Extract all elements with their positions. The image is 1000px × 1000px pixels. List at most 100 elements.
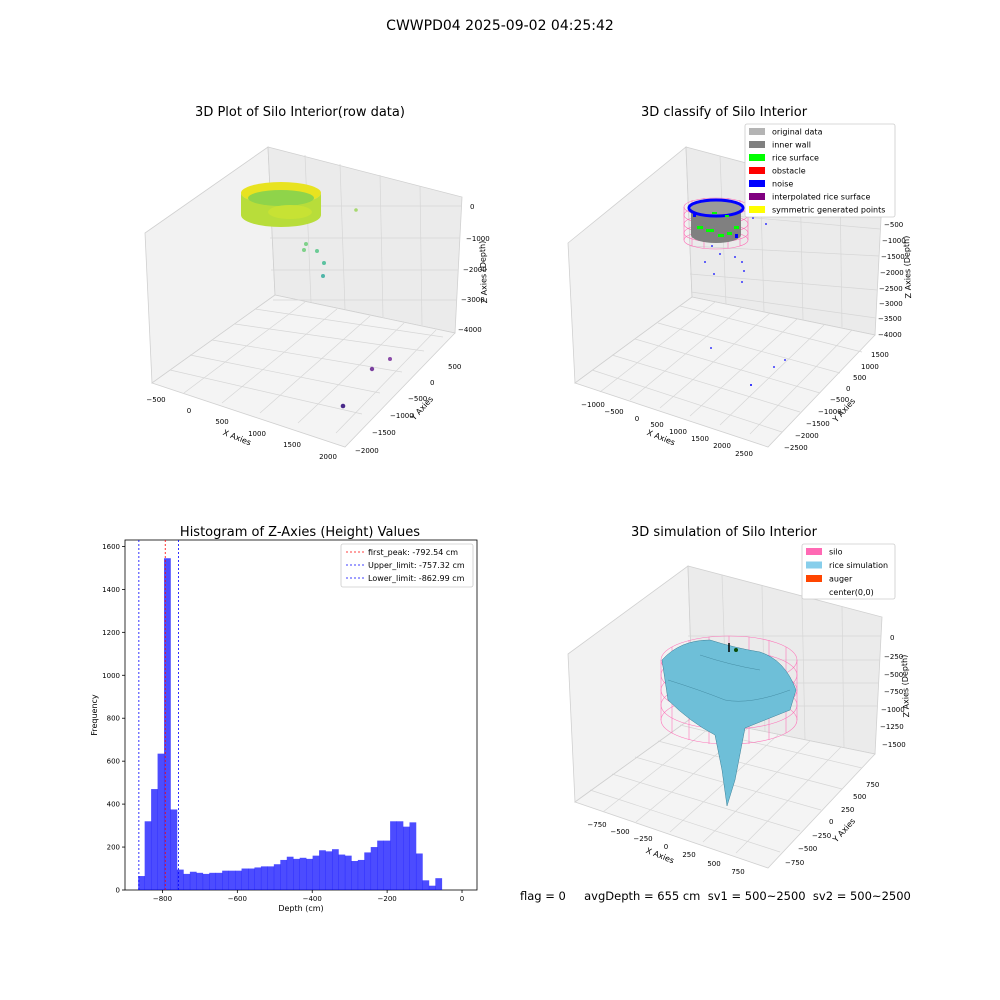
svg-text:−500: −500 <box>604 408 623 416</box>
histogram-bar <box>338 854 346 890</box>
raw-z-label: Z Axies (Depth) <box>478 241 489 304</box>
histogram-x-tick-label: 0 <box>460 895 464 903</box>
histogram-bar <box>170 809 178 890</box>
histogram-y-tick-label: 0 <box>116 887 120 895</box>
histogram-bars <box>138 558 443 890</box>
histogram-bar <box>312 855 320 890</box>
classify-legend-swatch <box>749 167 765 174</box>
classify-legend-label: interpolated rice surface <box>772 193 870 202</box>
raw-floor-pane <box>151 294 456 448</box>
simulation-y-ticks: 750 500 250 0 −250 −500 −750 <box>785 781 879 867</box>
simulation-rice-contour-2 <box>699 654 761 671</box>
simulation-legend-label: center(0,0) <box>829 588 874 597</box>
classify-floor-pane <box>574 296 876 448</box>
histogram-bar <box>422 880 430 890</box>
histogram-bar <box>202 873 210 890</box>
raw-data-3d-plot: 3D Plot of Silo Interior(row data) <box>144 105 490 461</box>
classify-noise-points <box>693 214 786 386</box>
svg-text:−2500: −2500 <box>784 444 808 452</box>
svg-text:250: 250 <box>841 806 854 814</box>
histogram-bar <box>254 867 262 890</box>
histogram-axes-frame <box>124 539 478 891</box>
classify-legend-swatch <box>749 180 765 187</box>
histogram-x-tick-label: −600 <box>228 895 247 903</box>
classify-x-ticks: −1000 −500 0 500 1000 1500 2000 2500 <box>581 401 753 458</box>
histogram-bar <box>415 853 423 890</box>
svg-text:0: 0 <box>664 843 668 851</box>
svg-text:−1500: −1500 <box>806 420 830 428</box>
histogram-x-tick-label: −800 <box>153 895 172 903</box>
svg-text:500: 500 <box>650 421 663 429</box>
histogram-bar <box>151 789 158 890</box>
simulation-legend-swatch <box>806 575 822 582</box>
simulation-center-marker <box>734 648 738 652</box>
svg-text:1000: 1000 <box>861 363 879 371</box>
classify-legend-swatch <box>749 206 765 213</box>
histogram-legend: first_peak: -792.54 cm Upper_limit: -757.… <box>340 543 474 588</box>
histogram-bar <box>209 872 217 890</box>
histogram-bar <box>176 869 184 890</box>
histogram-y-tick-label: 200 <box>107 844 120 852</box>
svg-text:−500: −500 <box>408 395 427 403</box>
svg-text:−4000: −4000 <box>878 331 902 339</box>
histogram-bar <box>260 866 268 890</box>
svg-text:−3000: −3000 <box>461 296 485 304</box>
simulation-x-label: X Axies <box>645 846 676 865</box>
svg-text:−750: −750 <box>785 859 804 867</box>
svg-text:−2000: −2000 <box>795 432 819 440</box>
svg-text:0: 0 <box>187 407 191 415</box>
histogram-bar <box>222 870 229 890</box>
svg-text:−2000: −2000 <box>880 269 904 277</box>
svg-text:−4000: −4000 <box>458 326 482 334</box>
histogram-bar <box>196 872 204 890</box>
simulation-x-ticks: −750 −500 −250 0 250 500 750 <box>587 821 744 876</box>
histogram-y-tick-label: 1400 <box>102 586 120 594</box>
histogram-bar <box>390 821 397 890</box>
histogram-bar <box>235 870 242 890</box>
svg-text:−1500: −1500 <box>882 741 906 749</box>
svg-text:0: 0 <box>635 415 639 423</box>
svg-text:−1500: −1500 <box>881 253 905 261</box>
classify-rice-surface <box>697 212 739 237</box>
simulation-legend-label: rice simulation <box>829 561 888 570</box>
histogram-x-tick-label: −200 <box>378 895 397 903</box>
histogram-bar <box>351 861 359 890</box>
svg-text:−250: −250 <box>633 835 652 843</box>
histogram-bar <box>357 859 365 890</box>
histogram-bar <box>383 840 391 890</box>
svg-text:−1000: −1000 <box>881 706 905 714</box>
histogram-bar <box>157 753 165 890</box>
histogram-bar <box>164 558 171 890</box>
classify-legend-label: rice surface <box>772 154 819 163</box>
classify-legend-box <box>744 123 896 218</box>
histogram-bar <box>435 878 443 890</box>
classify-y-ticks: 1500 1000 500 0 −500 −1000 −1500 −2000 −… <box>784 351 889 452</box>
raw-z-ticks: 0 −1000 −2000 −3000 −4000 <box>458 203 490 334</box>
svg-text:−1000: −1000 <box>581 401 605 409</box>
simulation-y-label: Y Axies <box>830 817 857 845</box>
svg-text:−500: −500 <box>830 396 849 404</box>
svg-text:750: 750 <box>731 868 744 876</box>
raw-x-ticks: −500 0 500 1000 1500 2000 <box>146 396 337 461</box>
svg-text:−2000: −2000 <box>355 447 379 455</box>
svg-text:−750: −750 <box>587 821 606 829</box>
histogram-x-label: Depth (cm) <box>278 904 323 913</box>
histogram-bar <box>183 873 191 890</box>
classify-legend-label: symmetric generated points <box>772 206 885 215</box>
simulation-z-ticks: 0 −250 −500 −750 −1000 −1250 −1500 <box>880 634 906 749</box>
classify-legend-label: original data <box>772 128 823 137</box>
classify-legend: original data inner wall rice surface obsta… <box>744 123 896 218</box>
svg-text:−1500: −1500 <box>372 429 396 437</box>
svg-text:−1000: −1000 <box>466 235 490 243</box>
classify-grid <box>591 155 881 435</box>
simulation-legend-swatch <box>806 561 822 569</box>
simulation-legend-label: auger <box>829 575 853 584</box>
classify-legend-swatch <box>749 193 765 200</box>
svg-text:2000: 2000 <box>319 453 337 461</box>
classify-inner-wall-top <box>691 201 741 215</box>
svg-text:0: 0 <box>890 634 894 642</box>
svg-text:0: 0 <box>470 203 474 211</box>
histogram-y-tick-label: 800 <box>107 715 120 723</box>
raw-ring-inner <box>248 190 314 206</box>
svg-text:500: 500 <box>215 418 228 426</box>
